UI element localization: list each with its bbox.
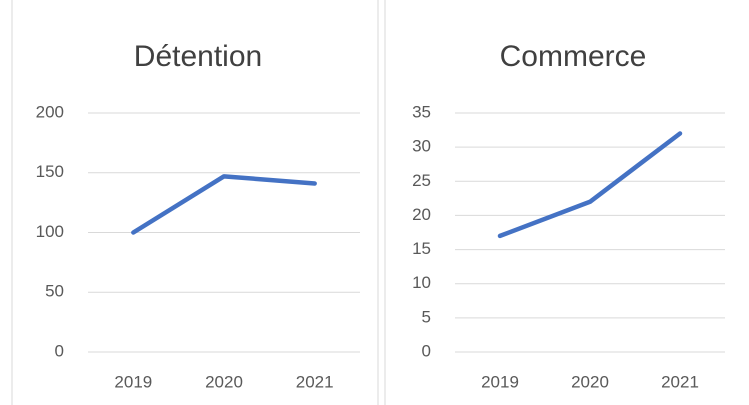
y-tick-label: 200 [36, 102, 64, 121]
y-tick-label: 30 [412, 137, 431, 156]
x-tick-label: 2019 [114, 372, 152, 391]
y-tick-label: 0 [422, 341, 431, 360]
panel-border [384, 0, 386, 405]
y-tick-label: 35 [412, 102, 431, 121]
chart-title: Commerce [500, 40, 647, 73]
x-tick-label: 2021 [296, 372, 334, 391]
data-line [497, 131, 683, 239]
chart-title: Détention [134, 40, 262, 73]
x-tick-label: 2019 [481, 372, 519, 391]
y-tick-label: 10 [412, 273, 431, 292]
y-tick-label: 0 [55, 341, 64, 360]
y-tick-label: 100 [36, 222, 64, 241]
y-tick-label: 5 [422, 307, 431, 326]
y-tick-label: 25 [412, 171, 431, 190]
panel-border [11, 0, 379, 405]
data-line [131, 174, 317, 235]
y-tick-label: 20 [412, 205, 431, 224]
x-tick-label: 2020 [571, 372, 609, 391]
y-tick-label: 50 [45, 282, 64, 301]
y-tick-label: 15 [412, 239, 431, 258]
y-tick-label: 150 [36, 162, 64, 181]
x-tick-label: 2020 [205, 372, 243, 391]
x-tick-label: 2021 [661, 372, 699, 391]
